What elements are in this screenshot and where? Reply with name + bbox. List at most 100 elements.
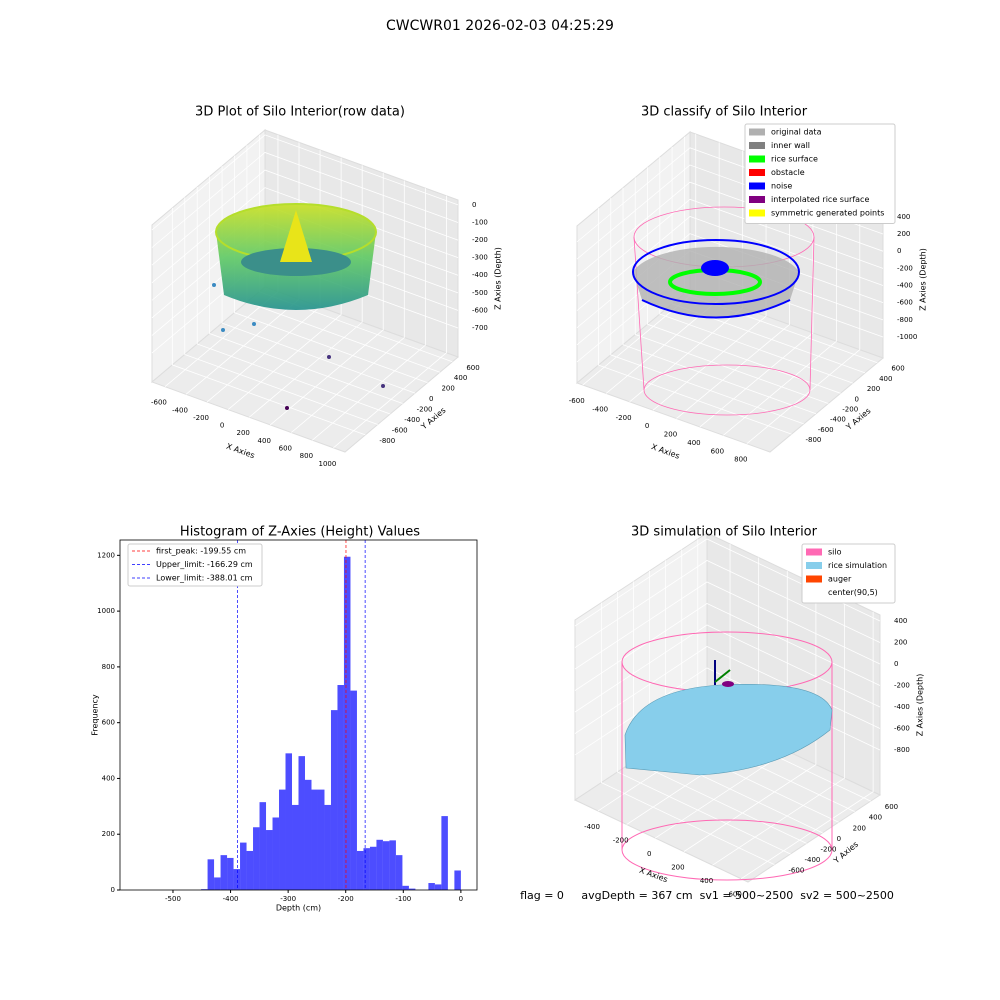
y-tick-label: 400: [454, 374, 467, 382]
bar: [389, 840, 396, 890]
grid-line: [221, 166, 416, 394]
bar: [428, 883, 435, 890]
panel-title: Histogram of Z-Axies (Height) Values: [180, 525, 420, 540]
y-tick-label: -200: [417, 406, 433, 414]
x-axis-label: Depth (cm): [276, 904, 321, 913]
x-tick-label: 0: [645, 422, 649, 430]
grid-line: [574, 603, 881, 691]
x-tick-label: 600: [279, 445, 292, 453]
y-tick-label: 600: [466, 364, 479, 372]
panel-title: 3D simulation of Silo Interior: [631, 525, 818, 540]
legend-swatch: [749, 196, 765, 203]
y-tick-label: 200: [102, 830, 115, 838]
legend-swatch: [749, 182, 765, 190]
bar: [304, 779, 312, 890]
grid-line: [634, 177, 829, 404]
legend-label: inner wall: [771, 141, 810, 150]
legend-label: Lower_limit: -388.01 cm: [156, 574, 253, 583]
legend-label: interpolated rice surface: [771, 195, 869, 204]
y-tick-label: 0: [429, 395, 433, 403]
grid-line: [171, 207, 366, 436]
legend-swatch: [749, 142, 765, 149]
legend-swatch: [806, 589, 822, 596]
y-tick-label: 600: [891, 365, 904, 373]
grid-line: [699, 175, 814, 428]
bar: [214, 877, 221, 890]
grid-line: [576, 216, 884, 311]
bar: [402, 885, 409, 890]
plot-frame: [119, 539, 478, 891]
grid-line: [622, 187, 817, 415]
grid-line: [576, 233, 884, 328]
y-tick-label: 400: [879, 375, 892, 383]
status-footer: flag = 0 avgDepth = 367 cm sv1 = 500~250…: [520, 889, 894, 902]
grid-line: [712, 598, 845, 866]
x-tick-label: 600: [728, 891, 741, 899]
grid-line: [333, 195, 447, 449]
grid-line: [151, 187, 459, 283]
y-tick-label: -600: [392, 426, 408, 434]
legend-label: rice simulation: [828, 561, 887, 570]
bar: [259, 802, 267, 890]
bar: [434, 884, 442, 890]
grid-line: [574, 624, 881, 713]
annotations: CWCWR01 2026-02-03 04:25:29 flag = 0 avg…: [386, 18, 894, 902]
z-tick-label: -200: [894, 681, 910, 689]
z-tick-label: -400: [897, 282, 913, 290]
legend-label: noise: [771, 182, 792, 191]
x-tick-label: 800: [734, 456, 747, 464]
z-tick-label: -800: [894, 746, 910, 754]
x-tick-label: 400: [700, 877, 713, 885]
x-tick-label: -300: [280, 895, 296, 903]
legend-label: obstacle: [771, 168, 805, 177]
legend-label: original data: [771, 128, 822, 137]
bar: [395, 855, 403, 890]
grid-line: [151, 152, 459, 248]
z-tick-label: -800: [897, 316, 913, 324]
bar: [441, 816, 448, 890]
legend-label: rice surface: [771, 155, 818, 164]
cone: [280, 210, 312, 262]
x-tick-label: 400: [687, 439, 700, 447]
bar: [324, 804, 331, 890]
grid-line: [723, 184, 837, 436]
grid-line: [269, 172, 384, 426]
legend-swatch: [806, 548, 822, 556]
z-tick-label: 200: [894, 639, 907, 647]
z-tick-label: -200: [472, 236, 488, 244]
legend-label: auger: [828, 575, 852, 584]
bar: [350, 690, 357, 890]
bar: [266, 830, 273, 890]
x-tick-label: 200: [664, 431, 677, 439]
y-tick-label: 1000: [97, 607, 115, 615]
bar: [207, 859, 215, 890]
grid-line: [151, 134, 459, 231]
grid-line: [683, 584, 817, 852]
y-tick-label: -800: [805, 436, 821, 444]
z-axis-label: Z Axies (Depth): [916, 674, 925, 737]
z-tick-label: -1000: [897, 333, 917, 341]
x-tick-label: 400: [258, 437, 271, 445]
x-tick-label: -600: [569, 397, 585, 405]
x-tick-label: -500: [165, 895, 181, 903]
z-axis-label: Z Axies (Depth): [919, 248, 928, 311]
x-tick-label: 200: [236, 429, 249, 437]
y-tick-label: 600: [885, 803, 898, 811]
z-tick-label: -700: [472, 324, 488, 332]
grid-line: [312, 188, 426, 441]
z-tick-label: 400: [897, 213, 910, 221]
bar: [292, 804, 299, 890]
classified-cloud: [632, 206, 815, 416]
x-tick-label: -200: [616, 414, 632, 422]
grid-line: [647, 167, 841, 394]
x-tick-label: 0: [459, 895, 463, 903]
x-axis-label: X Axies: [225, 442, 256, 461]
x-axis-label: X Axies: [650, 442, 681, 461]
silo-simulation: [621, 631, 833, 881]
panel-title: 3D classify of Silo Interior: [641, 105, 808, 120]
bar: [317, 789, 325, 890]
y-tick-label: 0: [111, 886, 115, 894]
grid-line: [196, 187, 391, 415]
bar: [454, 870, 461, 890]
bar: [363, 848, 370, 890]
